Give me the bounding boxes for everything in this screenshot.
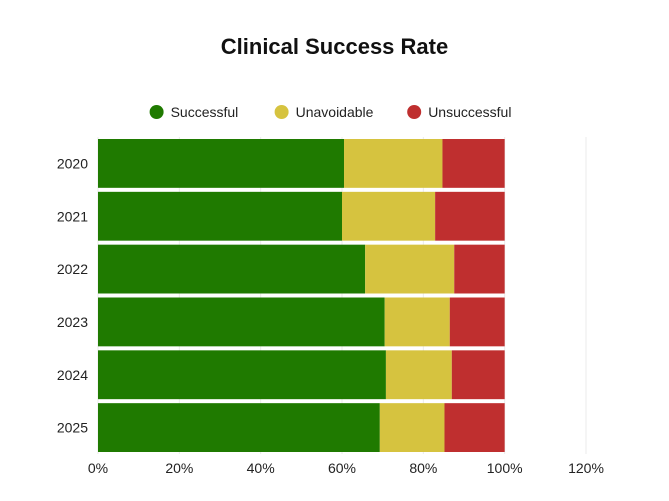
y-axis-ticks: 2020 2021 2022 2023 2024 2025: [57, 155, 88, 435]
bar-successful-2024: [98, 350, 386, 400]
bar-unsuccessful-2023: [449, 297, 505, 347]
legend-marker-unsuccessful: [407, 105, 422, 119]
bar-unavoidable-2025: [379, 403, 445, 452]
bar-unavoidable-2022: [365, 244, 455, 294]
bar-unavoidable-2023: [384, 297, 450, 347]
legend-label-unavoidable: Unavoidable: [296, 104, 374, 120]
gridlines: [97, 137, 587, 454]
bar-successful-2025: [98, 403, 380, 452]
legend-marker-unavoidable: [274, 105, 289, 119]
y-tick-label-2021: 2021: [57, 208, 88, 224]
y-tick-label-2025: 2025: [57, 420, 88, 436]
x-tick-label-120: 120%: [568, 460, 604, 476]
bar-unsuccessful-2022: [454, 244, 505, 294]
bar-unsuccessful-2021: [435, 191, 505, 241]
x-tick-label-80: 80%: [409, 460, 437, 476]
bar-unsuccessful-2020: [442, 139, 505, 188]
x-tick-label-20: 20%: [165, 460, 193, 476]
x-tick-label-60: 60%: [328, 460, 356, 476]
y-tick-label-2023: 2023: [57, 314, 88, 330]
bar-unavoidable-2021: [342, 191, 436, 241]
y-tick-label-2022: 2022: [57, 261, 88, 277]
bar-successful-2020: [98, 139, 345, 188]
chart-title: Clinical Success Rate: [220, 34, 449, 59]
bar-unavoidable-2024: [385, 350, 452, 400]
y-tick-label-2020: 2020: [57, 155, 88, 171]
x-axis-ticks: 0% 20% 40% 60% 80% 100% 120%: [88, 460, 604, 476]
legend: Successful Unavoidable Unsuccessful: [149, 104, 511, 120]
legend-marker-successful: [149, 105, 164, 119]
bar-unsuccessful-2025: [444, 403, 505, 452]
bar-unsuccessful-2024: [451, 350, 505, 400]
bar-successful-2021: [98, 191, 342, 241]
x-tick-label-100: 100%: [487, 460, 523, 476]
x-tick-label-0: 0%: [88, 460, 108, 476]
legend-label-successful: Successful: [171, 104, 239, 120]
bar-successful-2023: [98, 297, 385, 347]
legend-label-unsuccessful: Unsuccessful: [428, 104, 511, 120]
bar-successful-2022: [98, 244, 366, 294]
y-tick-label-2024: 2024: [57, 367, 88, 383]
bars: [98, 139, 505, 452]
x-tick-label-40: 40%: [247, 460, 275, 476]
bar-unavoidable-2020: [344, 139, 443, 188]
